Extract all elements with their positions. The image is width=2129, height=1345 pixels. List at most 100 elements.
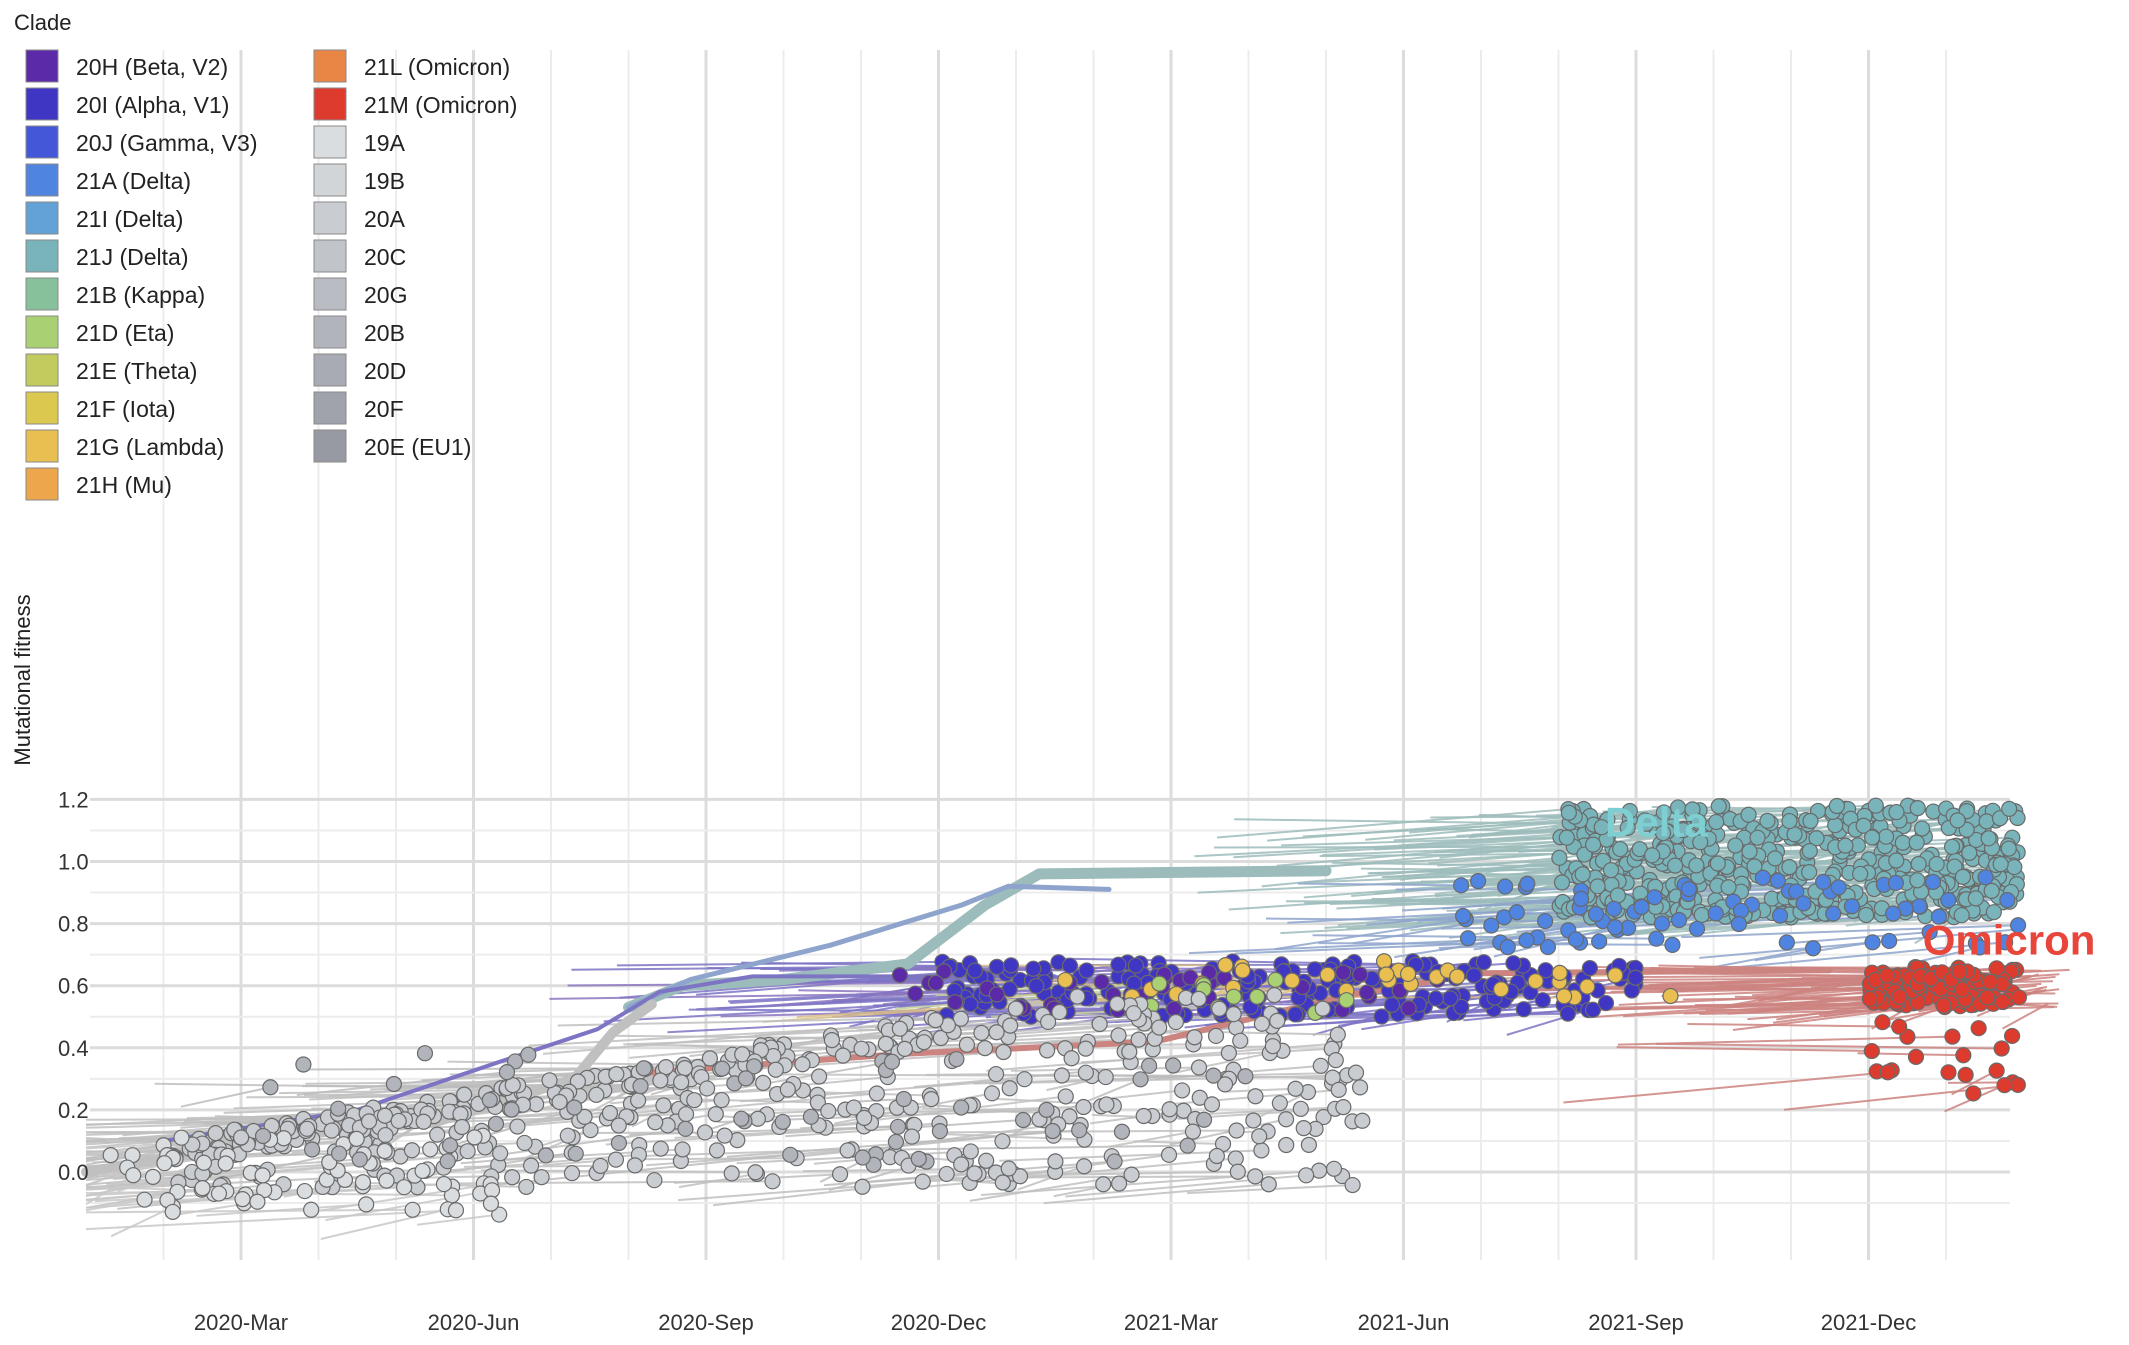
sequence-point — [854, 1149, 871, 1166]
sequence-point — [1519, 875, 1536, 892]
sequence-point — [978, 1152, 995, 1169]
sequence-point — [1375, 953, 1393, 970]
legend-label: 20A — [364, 206, 406, 232]
sequence-point — [1867, 797, 1884, 814]
sequence-point — [1688, 857, 1705, 874]
sequence-point — [296, 1182, 313, 1200]
x-tick-label: 2020-Dec — [891, 1310, 986, 1335]
sequence-point — [632, 1078, 649, 1095]
sequence-point — [1135, 1107, 1152, 1125]
sequence-point — [1574, 866, 1591, 883]
sequence-point — [1165, 1000, 1183, 1017]
sequence-point — [635, 1060, 652, 1077]
sequence-point — [1825, 905, 1842, 922]
sequence-point — [983, 1085, 1001, 1102]
sequence-point — [1709, 855, 1726, 872]
sequence-point — [1075, 1158, 1093, 1175]
sequence-point — [995, 1043, 1012, 1061]
sequence-point — [647, 1114, 664, 1131]
sequence-point — [962, 995, 979, 1013]
sequence-point — [1110, 956, 1127, 973]
sequence-point — [1492, 981, 1510, 998]
sequence-point — [1881, 932, 1898, 950]
sequence-point — [303, 1201, 320, 1218]
sequence-point — [1047, 1153, 1064, 1170]
sequence-point — [483, 1182, 501, 1199]
sequence-point — [1954, 981, 1971, 998]
sequence-point — [194, 1180, 211, 1197]
sequence-point — [102, 1147, 119, 1164]
sequence-point — [714, 1060, 731, 1077]
sequence-point — [1913, 820, 1931, 837]
sequence-point — [1944, 1028, 1961, 1045]
lineage-line — [1366, 915, 1464, 926]
lineage-line — [1216, 808, 1569, 839]
sequence-point — [1287, 1080, 1304, 1097]
sequence-point — [1707, 905, 1724, 922]
sequence-point — [1675, 822, 1692, 839]
sequence-point — [1688, 920, 1706, 937]
sequence-point — [923, 1091, 940, 1108]
sequence-point — [887, 1133, 905, 1151]
sequence-point — [492, 1145, 509, 1162]
lineage-line — [217, 1152, 340, 1181]
sequence-point — [1220, 1044, 1237, 1062]
lineage-backbone — [626, 883, 1112, 1010]
sequence-point — [601, 1104, 619, 1122]
sequence-point — [1327, 1052, 1344, 1069]
sequence-point — [1000, 1160, 1017, 1177]
sequence-point — [608, 1065, 625, 1083]
lineage-line — [1274, 918, 1466, 951]
sequence-point — [1527, 973, 1544, 990]
sequence-point — [953, 1099, 970, 1116]
legend-label: 21D (Eta) — [76, 320, 174, 346]
sequence-point — [676, 1060, 693, 1077]
sequence-point — [1754, 869, 1771, 886]
sequence-point — [415, 1113, 432, 1130]
lineage-line — [678, 1172, 758, 1189]
sequence-point — [1648, 930, 1665, 947]
sequence-point — [988, 958, 1006, 975]
sequence-point — [686, 1092, 703, 1109]
sequence-point — [466, 1129, 483, 1146]
sequence-point — [1069, 988, 1086, 1005]
sequence-point — [1567, 931, 1585, 948]
sequence-point — [1551, 849, 1568, 866]
sequence-point — [831, 1166, 849, 1183]
sequence-point — [994, 1133, 1011, 1150]
sequence-point — [910, 1150, 927, 1167]
sequence-point — [1874, 1014, 1891, 1031]
sequence-point — [1071, 1122, 1088, 1139]
sequence-point — [1190, 990, 1207, 1007]
lineage-line — [1133, 1140, 1224, 1146]
sequence-point — [1891, 1018, 1908, 1035]
lineage-line — [1233, 836, 1567, 859]
sequence-point — [976, 1039, 994, 1057]
sequence-point — [701, 1050, 718, 1067]
legend-label: 21H (Mu) — [76, 472, 172, 498]
sequence-point — [646, 1172, 663, 1189]
lineage-line — [609, 1034, 910, 1040]
sequence-point — [509, 1118, 526, 1135]
sequence-point — [1161, 1101, 1178, 1118]
sequence-point — [948, 1051, 965, 1068]
sequence-point — [1935, 997, 1952, 1014]
sequence-point — [1863, 1042, 1880, 1060]
sequence-point — [275, 1130, 292, 1147]
sequence-point — [1997, 934, 2014, 951]
sequence-point — [1344, 1176, 1361, 1194]
legend-swatch — [313, 239, 347, 273]
legend-label: 19A — [364, 130, 406, 156]
sequence-point — [1690, 813, 1707, 830]
sequence-point — [1978, 813, 1995, 830]
legend-label: 21A (Delta) — [76, 168, 191, 194]
sequence-point — [1190, 1059, 1208, 1076]
sequence-point — [1612, 840, 1629, 858]
x-tick-label: 2021-Dec — [1821, 1310, 1916, 1335]
sequence-point — [234, 1191, 251, 1208]
sequence-point — [698, 1080, 716, 1097]
sequence-point — [1977, 869, 1994, 886]
sequence-point — [907, 985, 924, 1002]
sequence-point — [1553, 874, 1571, 891]
